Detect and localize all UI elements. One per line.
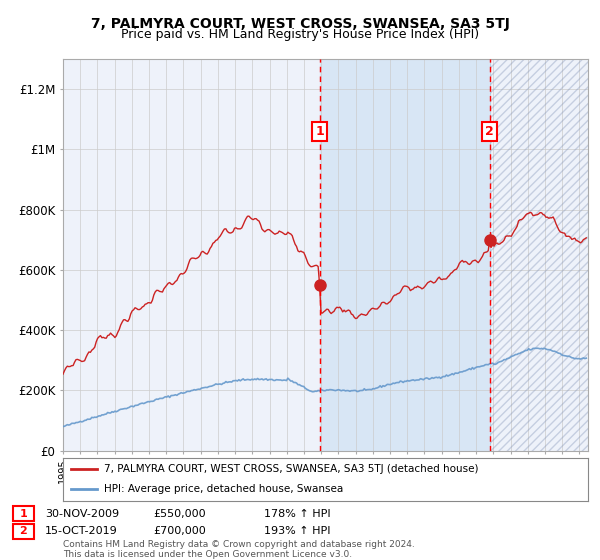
Text: 7, PALMYRA COURT, WEST CROSS, SWANSEA, SA3 5TJ (detached house): 7, PALMYRA COURT, WEST CROSS, SWANSEA, S… (104, 464, 478, 474)
Text: Price paid vs. HM Land Registry's House Price Index (HPI): Price paid vs. HM Land Registry's House … (121, 28, 479, 41)
Text: 2: 2 (20, 526, 27, 536)
Text: £700,000: £700,000 (153, 526, 206, 536)
Text: 193% ↑ HPI: 193% ↑ HPI (264, 526, 331, 536)
Text: 1: 1 (316, 125, 324, 138)
Text: £550,000: £550,000 (153, 508, 206, 519)
Text: HPI: Average price, detached house, Swansea: HPI: Average price, detached house, Swan… (104, 484, 343, 494)
Text: 7, PALMYRA COURT, WEST CROSS, SWANSEA, SA3 5TJ: 7, PALMYRA COURT, WEST CROSS, SWANSEA, S… (91, 17, 509, 31)
Bar (320, 59, 490, 451)
Text: 30-NOV-2009: 30-NOV-2009 (45, 508, 119, 519)
Text: 1: 1 (20, 508, 27, 519)
Bar (490, 59, 600, 451)
Text: 15-OCT-2019: 15-OCT-2019 (45, 526, 118, 536)
Text: 2: 2 (485, 125, 494, 138)
Text: 178% ↑ HPI: 178% ↑ HPI (264, 508, 331, 519)
Text: Contains HM Land Registry data © Crown copyright and database right 2024.
This d: Contains HM Land Registry data © Crown c… (63, 540, 415, 559)
